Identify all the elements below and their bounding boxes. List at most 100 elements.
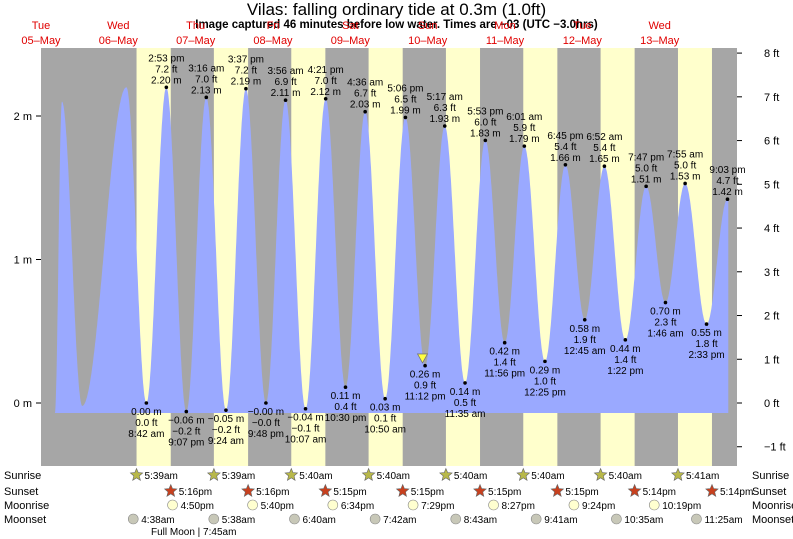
moonrise-icon bbox=[167, 499, 178, 511]
row-time: 7:29pm bbox=[421, 501, 454, 512]
page-subtitle: Image captured 46 minutes before low wat… bbox=[195, 19, 598, 31]
low-tide-label: 0.42 m bbox=[489, 347, 520, 358]
low-tide-label: 12:25 pm bbox=[524, 387, 566, 398]
day-header-weekday: Tue bbox=[573, 20, 592, 32]
low-tide-label: 0.14 m bbox=[450, 387, 481, 398]
sunset-icon bbox=[318, 483, 333, 497]
row-time: 5:40am bbox=[531, 471, 564, 482]
high-tide-label: 4:36 am bbox=[347, 78, 383, 89]
high-tide-point bbox=[442, 124, 447, 128]
high-tide-label: 1.83 m bbox=[470, 128, 501, 139]
day-header-weekday: Sun bbox=[418, 20, 438, 32]
low-tide-point bbox=[144, 401, 149, 405]
right-tick-label: 6 ft bbox=[764, 136, 779, 148]
high-tide-label: 6.3 ft bbox=[434, 103, 456, 114]
row-time: 9:24pm bbox=[582, 501, 615, 512]
left-tick-label: 2 m bbox=[14, 111, 32, 123]
day-header-date: 09–May bbox=[331, 35, 371, 47]
high-tide-label: 1.79 m bbox=[509, 134, 540, 145]
day-header-date: 05–May bbox=[21, 35, 61, 47]
high-tide-label: 3:37 pm bbox=[228, 55, 264, 66]
low-tide-label: 1:22 pm bbox=[607, 366, 643, 377]
row-time: 5:40am bbox=[609, 471, 642, 482]
moonrise-icon bbox=[568, 499, 580, 511]
moonset-icon bbox=[530, 513, 542, 525]
low-tide-label: 1.4 ft bbox=[614, 355, 636, 366]
row-time: 5:16pm bbox=[256, 487, 289, 498]
row-time: 5:15pm bbox=[411, 487, 444, 498]
row-time: 5:41am bbox=[686, 471, 719, 482]
sunrise-icon bbox=[361, 467, 376, 481]
low-tide-label: 0.11 m bbox=[331, 391, 361, 402]
high-tide-label: 1.53 m bbox=[670, 171, 701, 182]
low-tide-point bbox=[343, 385, 348, 390]
day-header-weekday: Thu bbox=[186, 20, 205, 32]
high-tide-label: 7:55 am bbox=[667, 149, 703, 160]
row-time: 5:40am bbox=[454, 471, 487, 482]
moonset-icon bbox=[691, 513, 702, 525]
row-time: 6:34pm bbox=[341, 501, 374, 512]
low-tide-label: 0.00 m bbox=[131, 407, 162, 418]
low-tide-label: 1.4 ft bbox=[494, 358, 516, 369]
low-tide-label: 1:46 am bbox=[647, 329, 683, 340]
row-label-left: Sunrise bbox=[4, 470, 41, 482]
low-tide-label: −0.00 m bbox=[248, 407, 284, 418]
high-tide-label: 4:21 pm bbox=[308, 65, 344, 76]
high-tide-label: 1.99 m bbox=[390, 105, 421, 116]
high-tide-label: 5:17 am bbox=[427, 92, 463, 103]
low-tide-label: 9:07 pm bbox=[168, 438, 204, 449]
right-tick-label: 4 ft bbox=[764, 223, 779, 235]
high-tide-label: 7.2 ft bbox=[235, 66, 257, 77]
row-time: 10:19pm bbox=[662, 501, 701, 512]
high-tide-point bbox=[403, 115, 408, 120]
high-tide-point bbox=[683, 181, 687, 186]
moonset-icon bbox=[369, 513, 381, 525]
high-tide-label: 5.9 ft bbox=[513, 123, 535, 134]
high-tide-label: 2.03 m bbox=[350, 100, 381, 111]
right-tick-label: 5 ft bbox=[764, 179, 779, 191]
tide-area bbox=[54, 87, 729, 414]
high-tide-label: 1.66 m bbox=[550, 153, 581, 164]
low-tide-label: 8:42 am bbox=[128, 429, 164, 440]
high-tide-point bbox=[602, 164, 607, 169]
low-tide-label: 12:45 am bbox=[564, 346, 606, 357]
high-tide-label: 7.0 ft bbox=[195, 74, 217, 85]
high-tide-point bbox=[522, 144, 527, 148]
low-tide-label: 10:07 am bbox=[285, 435, 327, 446]
right-tick-label: 2 ft bbox=[764, 311, 779, 323]
sunset-icon bbox=[627, 483, 642, 497]
row-time: 5:15pm bbox=[488, 487, 521, 498]
page-title: Vilas: falling ordinary tide at 0.3m (1.… bbox=[246, 0, 547, 19]
row-label-right: Sunrise bbox=[752, 470, 789, 482]
row-time: 8:43am bbox=[464, 515, 497, 526]
moonrise-icon bbox=[488, 499, 499, 511]
sunset-icon bbox=[550, 483, 565, 497]
row-label-right: Moonrise bbox=[752, 500, 793, 512]
row-time: 5:38am bbox=[222, 515, 255, 526]
moonset-icon bbox=[208, 513, 220, 525]
high-tide-point bbox=[164, 85, 169, 90]
high-tide-label: 6:45 pm bbox=[547, 131, 583, 142]
high-tide-label: 5.4 ft bbox=[593, 143, 615, 154]
row-time: 4:38am bbox=[141, 515, 174, 526]
day-header-weekday: Fri bbox=[267, 20, 280, 32]
low-tide-point bbox=[543, 359, 547, 364]
high-tide-label: 6.7 ft bbox=[354, 89, 376, 100]
row-time: 5:16pm bbox=[179, 487, 212, 498]
row-time: 4:50pm bbox=[181, 501, 214, 512]
low-tide-point bbox=[184, 409, 189, 414]
sunset-icon bbox=[473, 483, 487, 497]
moonrise-icon bbox=[247, 499, 258, 511]
row-label-left: Moonrise bbox=[4, 500, 49, 512]
sunset-icon bbox=[705, 483, 719, 497]
high-tide-label: 1.93 m bbox=[429, 114, 460, 125]
low-tide-label: 2.3 ft bbox=[654, 318, 676, 329]
left-tick-label: 1 m bbox=[14, 255, 32, 267]
right-tick-label: 3 ft bbox=[764, 267, 779, 279]
low-tide-label: 0.0 ft bbox=[135, 418, 157, 429]
low-tide-label: 0.70 m bbox=[650, 307, 681, 318]
low-tide-point bbox=[623, 338, 628, 342]
low-tide-label: −0.2 ft bbox=[212, 425, 240, 436]
moonset-icon bbox=[450, 513, 462, 525]
day-header-date: 11–May bbox=[486, 35, 525, 47]
